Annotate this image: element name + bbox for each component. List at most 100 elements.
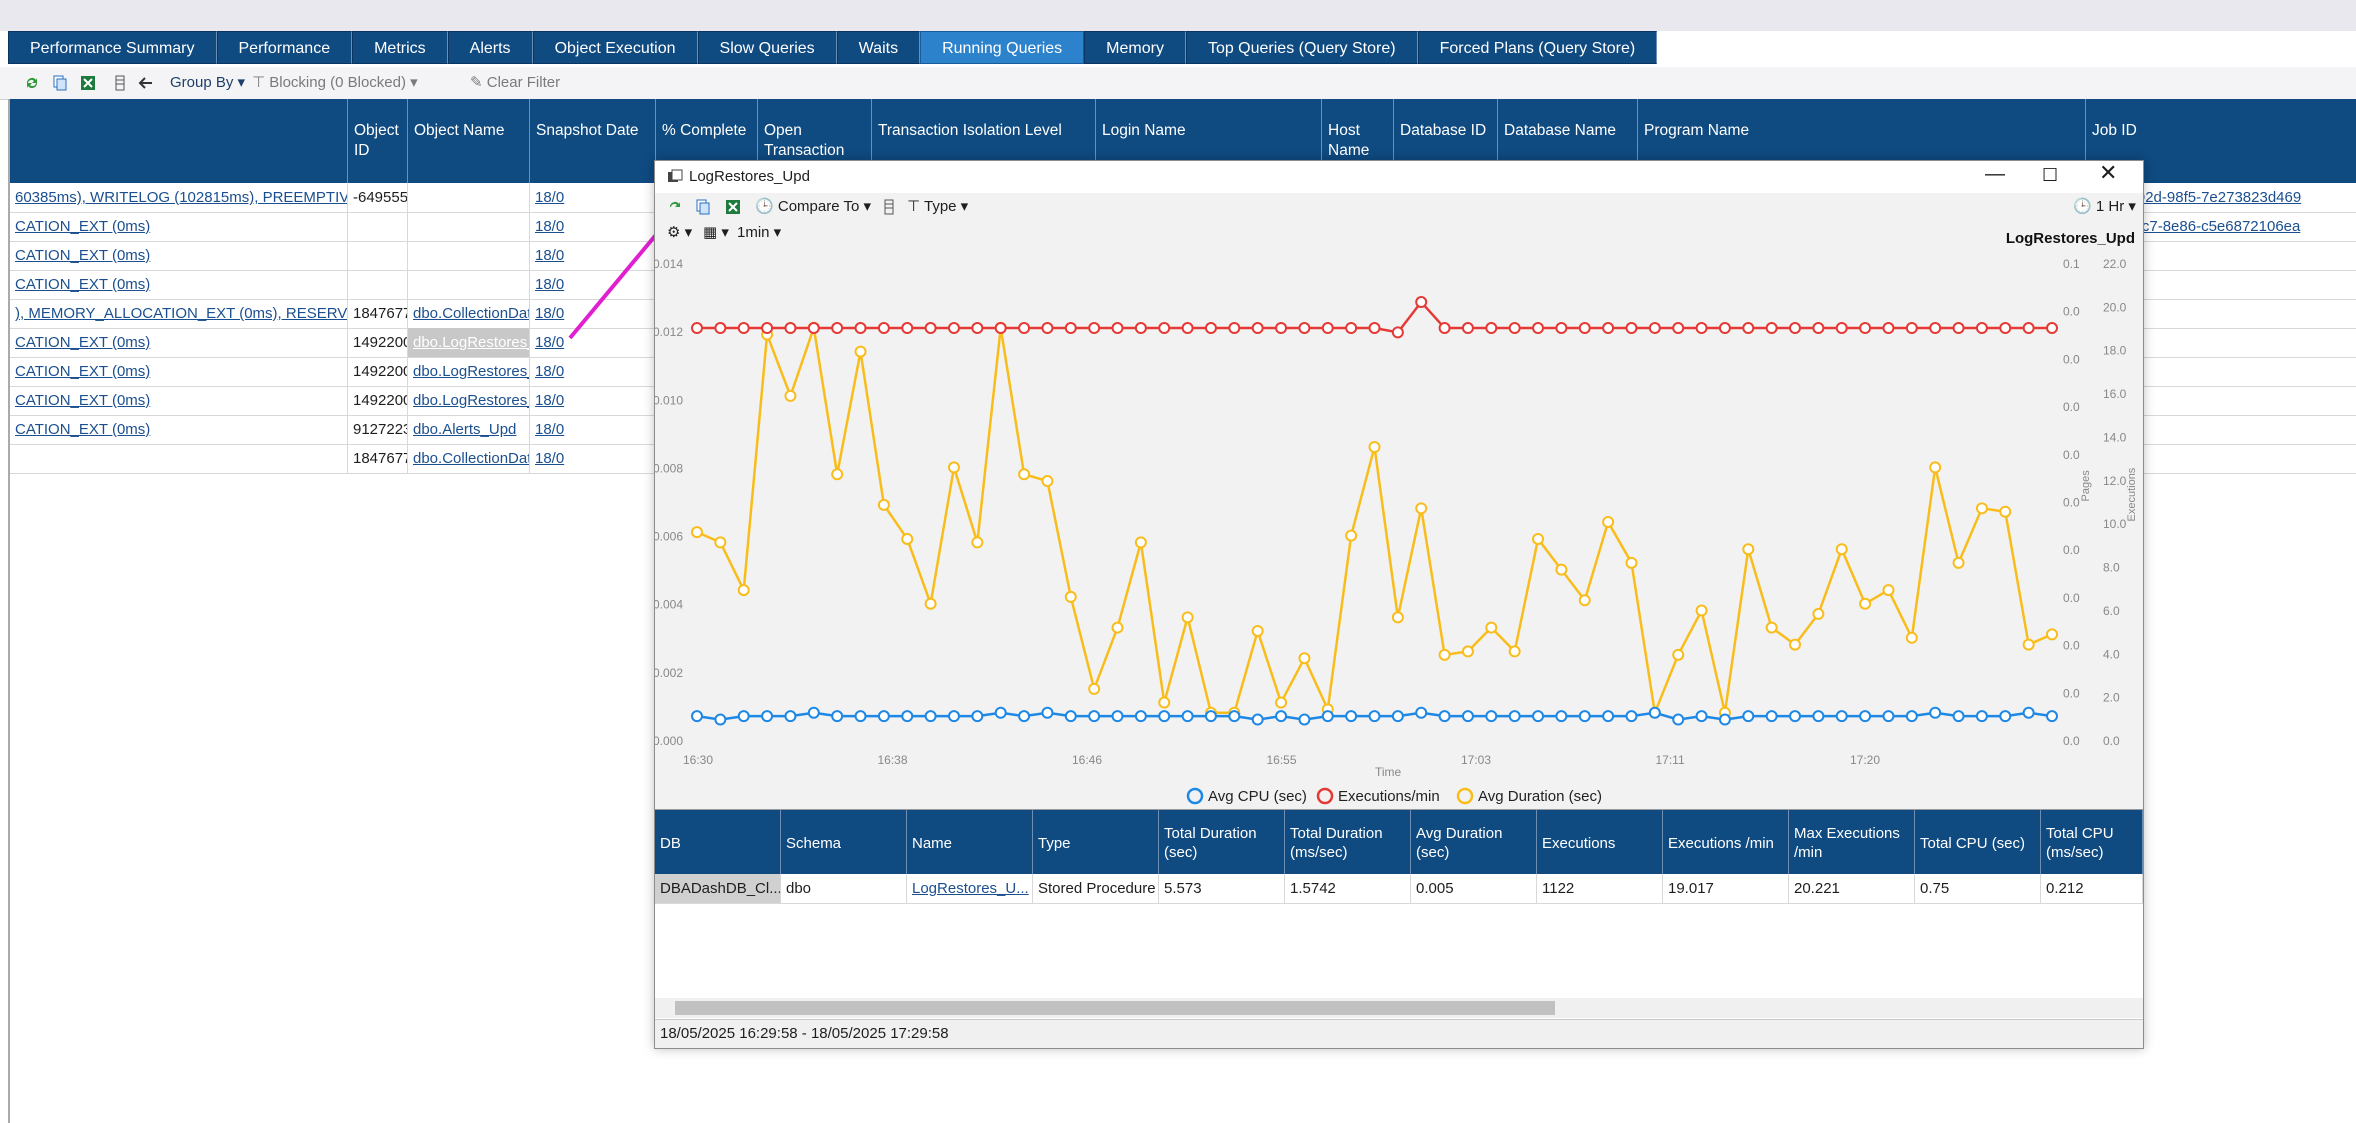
tab-performance-summary[interactable]: Performance Summary [8,31,217,64]
column-header[interactable]: Type [1033,810,1159,874]
cell-wait[interactable]: CATION_EXT (0ms) [15,392,151,409]
cell: ), MEMORY_ALLOCATION_EXT (0ms), RESERVED… [10,299,348,328]
column-header-program[interactable]: Program Name [1638,99,2086,183]
column-header[interactable]: Executions [1537,810,1663,874]
cell-wait[interactable]: CATION_EXT (0ms) [15,334,151,351]
cell-wait[interactable]: CATION_EXT (0ms) [15,247,151,264]
export-icon[interactable]: ▦ ▾ [703,224,729,241]
columns-icon[interactable] [112,73,128,93]
cell-object-name[interactable]: dbo.LogRestores_Upd [413,334,529,351]
tab-metrics[interactable]: Metrics [352,31,448,64]
cell-wait[interactable]: CATION_EXT (0ms) [15,421,151,438]
tab-slow-queries[interactable]: Slow Queries [697,31,837,64]
interval-dropdown[interactable]: 1min ▾ [737,224,782,241]
column-header[interactable]: DB [655,810,781,874]
cell-snapshot-date[interactable]: 18/0 [535,334,565,351]
cell-snapshot-date[interactable]: 18/0 [535,218,565,235]
back-arrow-icon[interactable] [138,73,154,93]
tab-object-execution[interactable]: Object Execution [532,31,698,64]
settings-dropdown[interactable]: ⚙ ▾ [667,224,693,241]
cell-object-id: 1492200366 [353,334,407,351]
column-header-job-id[interactable]: Job ID [2086,99,2356,183]
cell-wait[interactable]: ), MEMORY_ALLOCATION_EXT (0ms), RESERVED… [15,305,348,322]
cell: 18/0 [530,386,656,415]
cell-object-name[interactable]: dbo.LogRestores_Upd [413,392,529,409]
column-header-host[interactable]: Host Name [1322,99,1394,183]
cell-wait[interactable]: CATION_EXT (0ms) [15,218,151,235]
cell-object-name[interactable]: dbo.Alerts_Upd [413,421,517,438]
data-point [1064,322,1077,335]
column-header-db-name[interactable]: Database Name [1498,99,1638,183]
cell-wait[interactable]: 60385ms), WRITELOG (102815ms), PREEMPTIV… [15,189,348,206]
column-header[interactable]: Total Duration (ms/sec) [1285,810,1411,874]
column-header[interactable]: Schema [781,810,907,874]
column-header[interactable]: Total CPU (sec) [1915,810,2041,874]
column-header-pct-complete[interactable]: % Complete [656,99,758,183]
column-header[interactable]: Avg Duration (sec) [1411,810,1537,874]
tab-alerts[interactable]: Alerts [447,31,533,64]
blocking-filter-dropdown[interactable]: ⊤ Blocking (0 Blocked) ▾ [252,74,418,91]
cell [348,270,408,299]
column-header[interactable]: Total CPU (ms/sec) [2041,810,2143,874]
tab-waits[interactable]: Waits [836,31,921,64]
data-point [1555,563,1568,576]
data-point [1905,710,1918,723]
cell-snapshot-date[interactable]: 18/0 [535,392,565,409]
maximize-button[interactable]: ☐ [2042,165,2059,185]
column-header[interactable]: Total Duration (sec) [1159,810,1285,874]
close-button[interactable]: ✕ [2099,160,2118,185]
cell-wait[interactable]: CATION_EXT (0ms) [15,363,151,380]
cell[interactable]: LogRestores_U... [907,874,1033,904]
cell-value: LogRestores_U... [912,880,1029,897]
cell-snapshot-date[interactable]: 18/0 [535,450,565,467]
window-top-strip [0,0,2356,31]
group-by-dropdown[interactable]: Group By ▾ [170,74,246,91]
copy-icon[interactable] [695,197,711,217]
excel-icon[interactable] [80,73,96,93]
clear-filter-button[interactable]: ✎ Clear Filter [470,73,560,93]
tab-forced-plans-query-store[interactable]: Forced Plans (Query Store) [1417,31,1658,64]
cell-object-name[interactable]: dbo.LogRestores_Upd [413,363,529,380]
time-range-dropdown[interactable]: 🕒 1 Hr ▾ [2073,198,2136,215]
data-point [1298,322,1311,335]
cell-snapshot-date[interactable]: 18/0 [535,421,565,438]
cell-object-name[interactable]: dbo.CollectionDates_Upd [413,450,530,467]
tab-top-queries-query-store[interactable]: Top Queries (Query Store) [1185,31,1418,64]
refresh-icon[interactable] [667,197,683,217]
column-header-object-name[interactable]: Object Name [408,99,530,183]
copy-icon[interactable] [52,73,68,93]
scrollbar-thumb[interactable] [675,1001,1555,1015]
column-header-wait[interactable] [10,99,348,183]
data-point [1718,322,1731,335]
columns-icon[interactable] [881,197,897,217]
cell-wait[interactable]: CATION_EXT (0ms) [15,276,151,293]
tab-running-queries[interactable]: Running Queries [920,31,1085,64]
cell: CATION_EXT (0ms) [10,212,348,241]
cell-snapshot-date[interactable]: 18/0 [535,276,565,293]
cell-value: 1.5742 [1290,880,1336,897]
cell-object-name[interactable]: dbo.CollectionDates_Upd [413,305,530,322]
column-header-snapshot-date[interactable]: Snapshot Date [530,99,656,183]
column-header[interactable]: Max Executions /min [1789,810,1915,874]
y-exec-tick-label: 16.0 [2103,387,2127,401]
type-filter-dropdown[interactable]: ⊤ Type ▾ [907,198,969,215]
cell-snapshot-date[interactable]: 18/0 [535,247,565,264]
column-header[interactable]: Executions /min [1663,810,1789,874]
excel-icon[interactable] [725,197,741,217]
column-header-login[interactable]: Login Name [1096,99,1322,183]
column-header-object-id[interactable]: Object ID [348,99,408,183]
refresh-icon[interactable] [24,73,40,93]
cell-snapshot-date[interactable]: 18/0 [535,305,565,322]
column-header[interactable]: Name [907,810,1033,874]
cell-snapshot-date[interactable]: 18/0 [535,363,565,380]
horizontal-scrollbar[interactable] [655,998,2143,1018]
column-header-tran-iso[interactable]: Transaction Isolation Level [872,99,1096,183]
compare-to-dropdown[interactable]: 🕒 Compare To ▾ [755,198,871,215]
filter-icon: ⊤ [907,198,921,215]
minimize-button[interactable]: — [1985,163,2005,185]
data-point [761,322,774,335]
tab-memory[interactable]: Memory [1084,31,1186,64]
tab-performance[interactable]: Performance [216,31,353,64]
cell-snapshot-date[interactable]: 18/0 [535,189,565,206]
column-header-db-id[interactable]: Database ID [1394,99,1498,183]
